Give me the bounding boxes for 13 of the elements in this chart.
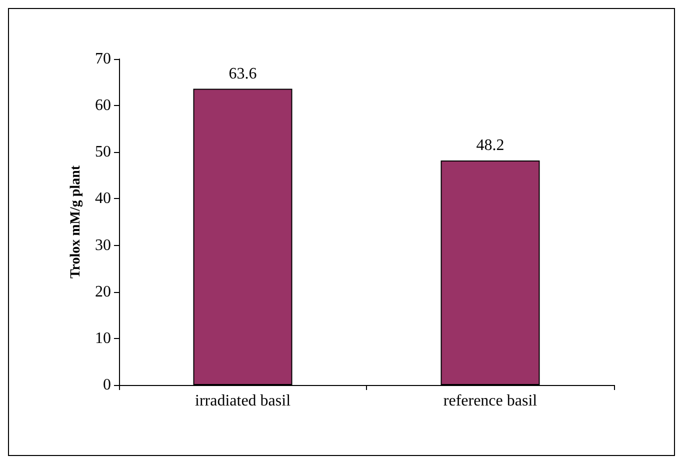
y-tick-label: 20 — [95, 283, 111, 300]
y-axis-title: Trolox mM/g plant — [68, 165, 84, 279]
y-tick-label: 60 — [95, 97, 111, 114]
y-tick-label: 10 — [95, 330, 111, 347]
y-tick-label: 40 — [95, 190, 111, 208]
y-tick-label: 70 — [95, 50, 111, 68]
y-tick-label: 30 — [95, 236, 111, 254]
data-label: 63.6 — [228, 65, 257, 82]
y-tick-label: 0 — [103, 376, 111, 394]
x-tick-label: reference basil — [443, 392, 538, 410]
x-tick-label: irradiated basil — [194, 392, 292, 410]
data-label: 48.2 — [476, 137, 504, 154]
y-tick-label: 50 — [95, 144, 111, 161]
